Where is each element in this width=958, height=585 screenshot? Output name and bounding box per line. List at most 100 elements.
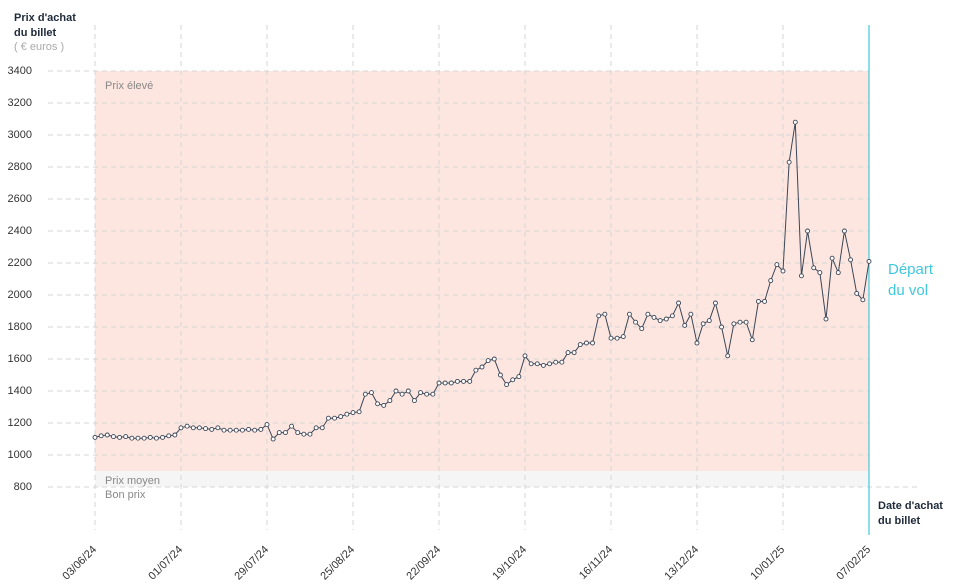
price-point bbox=[620, 334, 626, 340]
price-point bbox=[645, 311, 651, 317]
price-point bbox=[461, 378, 467, 384]
price-point bbox=[860, 297, 866, 303]
price-point bbox=[829, 255, 835, 261]
price-point bbox=[98, 433, 104, 439]
zone-high bbox=[95, 71, 869, 471]
price-point bbox=[448, 380, 454, 386]
price-point bbox=[786, 159, 792, 165]
price-point bbox=[528, 361, 534, 367]
y-tick-label: 2600 bbox=[8, 193, 32, 205]
price-point bbox=[442, 380, 448, 386]
price-point bbox=[405, 388, 411, 394]
price-point bbox=[190, 425, 196, 431]
y-tick-label: 1200 bbox=[8, 417, 32, 429]
price-point bbox=[424, 391, 430, 397]
price-point bbox=[694, 340, 700, 346]
price-point bbox=[725, 353, 731, 359]
price-point bbox=[467, 378, 473, 384]
y-tick-label: 1000 bbox=[8, 449, 32, 461]
price-point bbox=[602, 311, 608, 317]
price-point bbox=[166, 433, 172, 439]
price-point bbox=[835, 270, 841, 276]
price-point bbox=[209, 426, 215, 432]
price-point bbox=[731, 321, 737, 327]
departure-label: Départ bbox=[888, 261, 934, 278]
price-point bbox=[657, 318, 663, 324]
price-point bbox=[233, 427, 239, 433]
y-tick-label: 800 bbox=[14, 481, 32, 493]
price-point bbox=[221, 427, 227, 433]
price-point bbox=[350, 410, 356, 416]
y-tick-label: 3000 bbox=[8, 129, 32, 141]
x-tick-label: 07/02/25 bbox=[834, 544, 873, 583]
price-point bbox=[762, 298, 768, 304]
price-point bbox=[669, 313, 675, 319]
price-point bbox=[270, 436, 276, 442]
price-point bbox=[706, 318, 712, 324]
price-point bbox=[608, 335, 614, 341]
zone-label: Bon prix bbox=[105, 489, 146, 501]
price-point bbox=[749, 337, 755, 343]
price-point bbox=[381, 402, 387, 408]
price-point bbox=[227, 427, 233, 433]
price-point bbox=[817, 270, 823, 276]
price-point bbox=[553, 359, 559, 365]
x-tick-label: 01/07/24 bbox=[146, 544, 185, 583]
price-point bbox=[117, 434, 123, 440]
price-point bbox=[497, 372, 503, 378]
y-tick-label: 3200 bbox=[8, 97, 32, 109]
price-point bbox=[633, 319, 639, 325]
price-point bbox=[178, 425, 184, 431]
price-point bbox=[454, 378, 460, 384]
price-point bbox=[590, 340, 596, 346]
price-point bbox=[332, 415, 338, 421]
y-tick-label: 1800 bbox=[8, 321, 32, 333]
price-point bbox=[774, 262, 780, 268]
price-point bbox=[780, 268, 786, 274]
x-title: Date d'achat bbox=[878, 500, 943, 512]
price-point bbox=[203, 426, 209, 432]
price-point bbox=[682, 322, 688, 328]
price-point bbox=[614, 335, 620, 341]
y-unit: ( € euros ) bbox=[14, 41, 64, 53]
price-point bbox=[184, 423, 190, 429]
price-point bbox=[516, 374, 522, 380]
y-tick-label: 1600 bbox=[8, 353, 32, 365]
price-point bbox=[368, 390, 374, 396]
zone-label: Prix élevé bbox=[105, 80, 153, 92]
price-point bbox=[276, 430, 282, 436]
price-point bbox=[676, 300, 682, 306]
price-point bbox=[504, 382, 510, 388]
price-point bbox=[491, 356, 497, 362]
price-point bbox=[559, 359, 565, 365]
price-point bbox=[823, 316, 829, 322]
price-point bbox=[651, 314, 657, 320]
price-point bbox=[356, 409, 362, 415]
price-point bbox=[547, 361, 553, 367]
price-point bbox=[289, 423, 295, 429]
price-point bbox=[196, 425, 202, 431]
price-point bbox=[399, 391, 405, 397]
price-point bbox=[540, 362, 546, 368]
price-point bbox=[534, 361, 540, 367]
price-point bbox=[712, 300, 718, 306]
price-point bbox=[319, 425, 325, 431]
departure-label: du vol bbox=[888, 282, 928, 299]
y-tick-label: 1400 bbox=[8, 385, 32, 397]
price-point bbox=[805, 228, 811, 234]
price-point bbox=[719, 324, 725, 330]
price-point bbox=[375, 401, 381, 407]
price-point bbox=[841, 228, 847, 234]
price-point bbox=[387, 398, 393, 404]
price-point bbox=[583, 340, 589, 346]
price-point bbox=[571, 350, 577, 356]
price-point bbox=[362, 391, 368, 397]
price-point bbox=[639, 326, 645, 332]
y-title: du billet bbox=[14, 27, 57, 39]
price-point bbox=[344, 411, 350, 417]
price-point bbox=[92, 434, 98, 440]
price-point bbox=[848, 257, 854, 263]
x-tick-label: 03/06/24 bbox=[60, 544, 99, 583]
price-point bbox=[160, 434, 166, 440]
price-point bbox=[811, 265, 817, 271]
